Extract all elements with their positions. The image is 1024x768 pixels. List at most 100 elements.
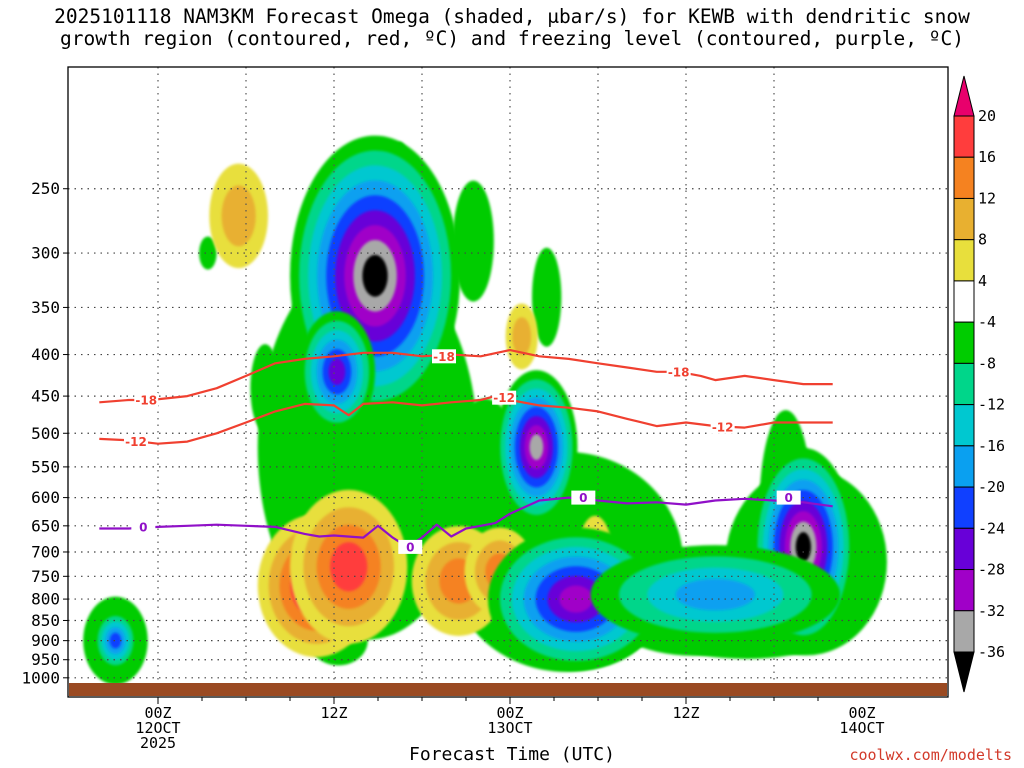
colorbar-label: 16 <box>978 148 996 166</box>
contour-label-bg <box>124 434 148 449</box>
omega-cell <box>512 317 532 356</box>
contour-label-bg <box>571 490 596 505</box>
y-tick-label: 350 <box>31 298 60 317</box>
y-tick-label: 800 <box>31 590 60 609</box>
contour-line-0 <box>99 496 833 548</box>
x-tick-label: 00Z <box>848 704 875 722</box>
ground <box>69 683 947 696</box>
contour-label--12: -12 <box>712 420 734 434</box>
chart-title: 2025101118 NAM3KM Forecast Omega (shaded… <box>0 6 1024 50</box>
colorbar-segment <box>953 280 975 323</box>
colorbar-label: -24 <box>978 519 1005 537</box>
colorbar-label: -36 <box>978 643 1005 661</box>
y-tick-label: 1000 <box>21 668 60 687</box>
y-tick-label: 900 <box>31 631 60 650</box>
contour-label-bg <box>776 490 801 505</box>
colorbar-label: -8 <box>978 354 996 372</box>
credit-link[interactable]: coolwx.com/modelts <box>849 746 1012 764</box>
y-tick-label: 500 <box>31 424 60 443</box>
colorbar-segment <box>953 239 975 282</box>
colorbar-top-arrow <box>953 75 975 117</box>
contour-label-bg <box>710 419 735 434</box>
colorbar-label: -20 <box>978 478 1005 496</box>
colorbar-segment <box>953 197 975 241</box>
omega-cell <box>328 358 346 385</box>
contours: -18 -18 -18 -12 -12 -12 0 0 0 0 <box>99 349 833 554</box>
contour-label--12: -12 <box>493 391 515 405</box>
contour-label-bg <box>398 539 423 554</box>
x-tick-label: 00Z <box>144 704 171 722</box>
title-line-2: growth region (contoured, red, ºC) and f… <box>60 27 964 50</box>
contour-label-bg <box>131 519 156 534</box>
y-tick-label: 450 <box>31 387 60 406</box>
omega-region-green <box>199 236 217 270</box>
x-tick-label: 12OCT <box>135 719 180 737</box>
y-tick-label: 300 <box>31 244 60 263</box>
y-tick-label: 850 <box>31 611 60 630</box>
colorbar-bottom-arrow <box>953 651 975 693</box>
omega-cell <box>529 434 544 460</box>
omega-region-green <box>250 344 280 433</box>
colorbar-label: -4 <box>978 313 996 331</box>
contour-label-0: 0 <box>784 491 792 505</box>
x-axis-label: Forecast Time (UTC) <box>409 744 615 765</box>
y-tick-label: 950 <box>31 650 60 669</box>
contour-label-bg <box>666 364 691 379</box>
contour-label-bg <box>134 392 159 407</box>
contour-label--18: -18 <box>668 365 690 379</box>
plot-frame <box>67 66 949 698</box>
colorbar-segment <box>953 445 975 488</box>
omega-cell <box>221 185 256 247</box>
colorbar-label: 4 <box>978 272 987 290</box>
omega-shading <box>83 135 887 685</box>
axes: 2503003504004505005506006507007508008509… <box>21 66 949 752</box>
y-tick-label: 750 <box>31 567 60 586</box>
colorbar-label: 20 <box>978 107 996 125</box>
x-tick-label: 2025 <box>140 734 176 752</box>
omega-cell <box>795 532 811 562</box>
contour-label--18: -18 <box>135 393 157 407</box>
contour-label-bg <box>432 349 456 364</box>
colorbar-segment <box>953 321 975 364</box>
colorbar-label: -12 <box>978 396 1005 414</box>
colorbar-segment <box>953 362 975 406</box>
x-tick-label: 12Z <box>320 704 347 722</box>
colorbar-segment <box>953 404 975 447</box>
colorbar-segment <box>953 610 975 653</box>
grid <box>68 67 948 697</box>
colorbar-label: -28 <box>978 561 1005 579</box>
colorbar: 20 16 12 8 4 -4 -8 -12 -16 -20 -24 -28 -32 -36 <box>953 75 1005 693</box>
y-tick-label: 250 <box>31 179 60 198</box>
colorbar-segment <box>953 486 975 529</box>
omega-cell <box>675 578 755 611</box>
y-tick-label: 600 <box>31 488 60 507</box>
colorbar-segment <box>953 156 975 199</box>
contour-line--18 <box>99 349 833 404</box>
colorbar-label: -16 <box>978 437 1005 455</box>
contour-label-0: 0 <box>406 540 414 554</box>
contour-label-0: 0 <box>579 491 587 505</box>
colorbar-label: -32 <box>978 602 1005 620</box>
x-tick-label: 12Z <box>672 704 699 722</box>
y-tick-label: 700 <box>31 542 60 561</box>
contour-label-bg <box>492 390 517 405</box>
y-tick-label: 650 <box>31 516 60 535</box>
omega-cell <box>109 632 122 649</box>
omega-cell <box>330 542 368 592</box>
x-tick-label: 00Z <box>496 704 523 722</box>
y-tick-label: 400 <box>31 345 60 364</box>
omega-cell <box>362 254 388 297</box>
contour-label--12: -12 <box>125 435 147 449</box>
x-tick-label: 14OCT <box>839 719 884 737</box>
ground-surface <box>69 683 947 696</box>
colorbar-label: 12 <box>978 189 996 207</box>
contour-label--18: -18 <box>433 350 455 364</box>
contour-label-0: 0 <box>139 520 147 534</box>
colorbar-segment <box>953 569 975 612</box>
y-tick-label: 550 <box>31 457 60 476</box>
colorbar-segment <box>953 115 975 158</box>
colorbar-segment <box>953 527 975 571</box>
x-tick-label: 13OCT <box>487 719 532 737</box>
colorbar-label: 8 <box>978 231 987 249</box>
